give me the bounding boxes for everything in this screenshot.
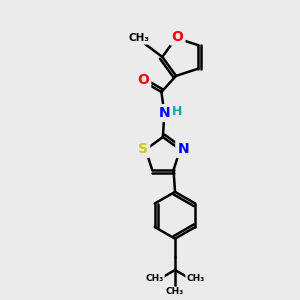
Text: CH₃: CH₃ [146, 274, 164, 283]
Text: N: N [158, 106, 170, 120]
Text: N: N [177, 142, 189, 156]
Text: CH₃: CH₃ [166, 287, 184, 296]
Text: CH₃: CH₃ [186, 274, 205, 283]
Text: H: H [171, 105, 182, 119]
Text: CH₃: CH₃ [129, 34, 150, 44]
Text: O: O [172, 29, 184, 44]
Text: S: S [138, 142, 148, 156]
Text: O: O [137, 73, 149, 87]
